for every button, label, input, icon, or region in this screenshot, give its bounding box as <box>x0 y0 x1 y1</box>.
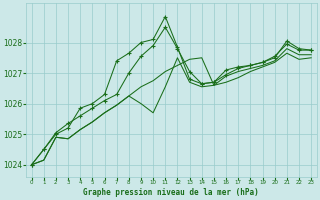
X-axis label: Graphe pression niveau de la mer (hPa): Graphe pression niveau de la mer (hPa) <box>84 188 259 197</box>
